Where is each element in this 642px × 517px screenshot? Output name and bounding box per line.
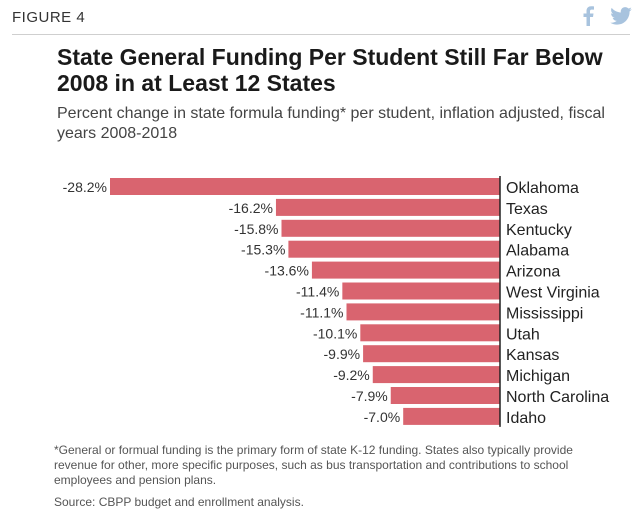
bar-utah [360, 324, 500, 342]
data-label-utah: -10.1% [313, 325, 357, 341]
footnote: *General or formual funding is the prima… [54, 443, 573, 487]
category-label-utah: Utah [506, 326, 540, 343]
data-label-alabama: -15.3% [241, 242, 285, 258]
category-label-michigan: Michigan [506, 368, 570, 385]
category-label-west-virginia: West Virginia [506, 285, 600, 302]
twitter-icon[interactable] [610, 7, 632, 30]
category-label-idaho: Idaho [506, 410, 546, 427]
category-label-alabama: Alabama [506, 243, 569, 260]
category-label-north-carolina: North Carolina [506, 389, 609, 406]
bar-west-virginia [342, 282, 500, 300]
data-label-arizona: -13.6% [265, 263, 309, 279]
category-label-kansas: Kansas [506, 347, 559, 364]
bar-alabama [288, 240, 500, 258]
bar-chart: -28.2% Oklahoma -16.2% Texas -15.8% Kentucky -… [63, 176, 609, 427]
chart-subtitle: Percent change in state formula funding*… [57, 105, 605, 142]
category-label-kentucky: Kentucky [506, 222, 572, 239]
category-label-arizona: Arizona [506, 264, 560, 281]
category-label-mississippi: Mississippi [506, 305, 583, 322]
facebook-icon[interactable] [582, 6, 594, 31]
category-label-oklahoma: Oklahoma [506, 180, 579, 197]
share-buttons [582, 6, 632, 31]
data-label-oklahoma: -28.2% [63, 179, 107, 195]
category-label-texas: Texas [506, 201, 548, 218]
data-label-north-carolina: -7.9% [351, 388, 388, 404]
data-label-kentucky: -15.8% [234, 221, 278, 237]
data-label-michigan: -9.2% [333, 367, 370, 383]
bar-mississippi [346, 303, 500, 321]
data-label-west-virginia: -11.4% [296, 284, 339, 300]
data-label-kansas: -9.9% [324, 346, 361, 362]
data-label-mississippi: -11.1% [300, 304, 343, 320]
source-note: Source: CBPP budget and enrollment analy… [54, 495, 304, 509]
data-label-idaho: -7.0% [364, 409, 401, 425]
bar-idaho [403, 407, 500, 425]
bar-oklahoma [110, 178, 500, 195]
bar-arizona [311, 261, 500, 279]
data-label-texas: -16.2% [229, 200, 273, 216]
bar-kansas [363, 345, 500, 363]
chart-title: State General Funding Per Student Still … [57, 44, 603, 96]
header-divider [12, 34, 630, 35]
bar-texas [275, 198, 500, 216]
bar-michigan [372, 366, 500, 384]
bar-north-carolina [390, 387, 500, 404]
bar-kentucky [281, 219, 500, 237]
figure-label: FIGURE 4 [12, 9, 86, 26]
